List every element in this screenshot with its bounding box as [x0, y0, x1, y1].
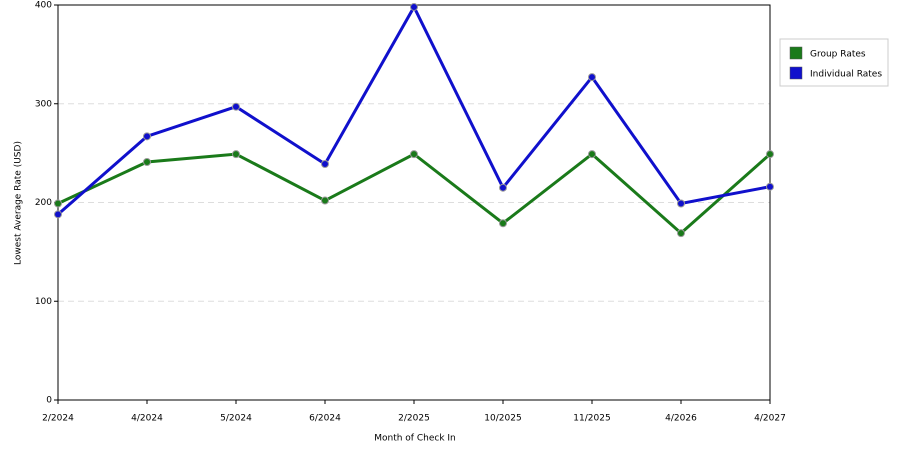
data-point — [499, 183, 507, 192]
x-tick-label: 2/2025 — [398, 414, 430, 424]
data-point — [677, 229, 685, 238]
x-tick-label: 4/2027 — [754, 414, 786, 424]
data-point — [588, 150, 596, 159]
y-tick-label: 0 — [46, 396, 52, 406]
data-point — [677, 199, 685, 208]
y-tick-label: 300 — [35, 99, 52, 109]
data-point — [54, 210, 62, 219]
x-tick-label: 10/2025 — [484, 414, 521, 424]
data-point — [588, 73, 596, 82]
x-tick-label: 2/2024 — [42, 414, 74, 424]
legend-label: Individual Rates — [810, 70, 882, 80]
data-point — [54, 199, 62, 208]
legend-label: Group Rates — [810, 50, 866, 60]
legend-swatch — [789, 46, 803, 60]
data-point — [143, 132, 151, 141]
x-tick-label: 11/2025 — [573, 414, 610, 424]
data-point — [766, 182, 774, 191]
y-tick-label: 100 — [35, 297, 52, 307]
x-tick-label: 4/2026 — [665, 414, 697, 424]
data-point — [410, 2, 418, 11]
data-point — [410, 150, 418, 159]
data-point — [143, 158, 151, 167]
series-line — [57, 3, 771, 216]
x-tick-label: 6/2024 — [309, 414, 341, 424]
legend-swatch — [789, 66, 803, 80]
data-point — [321, 159, 329, 168]
x-tick-label: 4/2024 — [131, 414, 163, 424]
y-tick-label: 400 — [35, 1, 52, 11]
y-axis-title: Lowest Average Rate (USD) — [14, 141, 24, 265]
data-point — [232, 150, 240, 159]
data-point — [321, 196, 329, 205]
data-point — [499, 219, 507, 228]
data-point — [766, 150, 774, 159]
y-tick-label: 200 — [35, 198, 52, 208]
x-tick-label: 5/2024 — [220, 414, 252, 424]
data-point — [232, 102, 240, 111]
x-axis-title: Month of Check In — [374, 434, 456, 444]
series-line — [57, 152, 771, 236]
